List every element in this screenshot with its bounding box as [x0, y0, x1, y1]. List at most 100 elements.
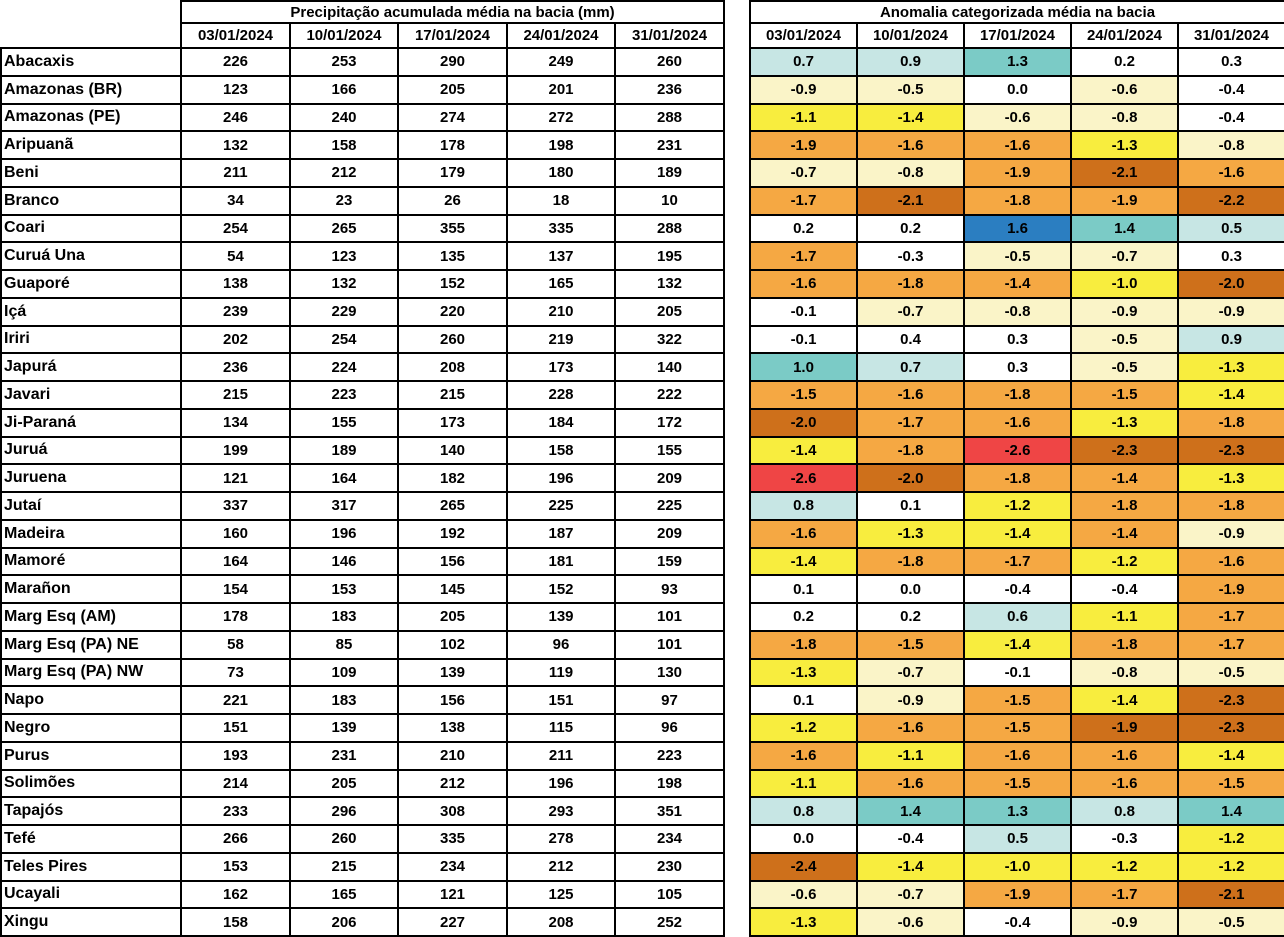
anomaly-value-cell: 0.5: [963, 824, 1072, 854]
anomaly-value-cell: -1.3: [1070, 407, 1179, 438]
table-row: Marañon 154 153 145 152 93: [0, 574, 726, 604]
anomaly-value-cell: -1.8: [963, 380, 1072, 410]
precip-value-cell: 102: [397, 629, 508, 660]
precip-value-cell: 139: [289, 713, 399, 743]
precip-value-cell: 178: [397, 130, 508, 160]
anomaly-date-row: 03/01/2024 10/01/2024 17/01/2024 24/01/2…: [749, 22, 1284, 49]
table-row: Guaporé 138 132 152 165 132: [0, 269, 726, 299]
anomaly-value-cell: 0.9: [856, 47, 965, 77]
precip-value-cell: 196: [506, 463, 616, 493]
table-row: -2.0 -1.7 -1.6 -1.3 -1.8: [749, 407, 1284, 438]
anomaly-value-cell: -0.7: [1070, 241, 1179, 271]
precip-value-cell: 58: [180, 629, 291, 660]
table-row: 0.1 0.0 -0.4 -0.4 -1.9: [749, 574, 1284, 604]
table-row: -1.3 -0.6 -0.4 -0.9 -0.5: [749, 907, 1284, 937]
anomaly-value-cell: -1.3: [749, 657, 858, 688]
precip-value-cell: 222: [613, 380, 726, 410]
table-row: 0.2 0.2 0.6 -1.1 -1.7: [749, 602, 1284, 632]
anomaly-value-cell: 1.3: [963, 796, 1072, 826]
precip-value-cell: 139: [506, 602, 616, 632]
column-header-date: 31/01/2024: [1177, 22, 1284, 49]
anomaly-value-cell: -1.1: [749, 102, 858, 133]
table-row: Purus 193 231 210 211 223: [0, 740, 726, 771]
precip-value-cell: 138: [397, 713, 508, 743]
precip-value-cell: 288: [613, 213, 726, 244]
anomaly-value-cell: -1.6: [1070, 768, 1179, 799]
anomaly-value-cell: -0.6: [963, 102, 1072, 133]
table-row: Branco 34 23 26 18 10: [0, 185, 726, 216]
precip-tbody: Abacaxis 226 253 290 249 260 Amazonas (BR) 123 1…: [0, 47, 726, 937]
anomaly-value-cell: -1.3: [1177, 463, 1284, 493]
precip-value-cell: 260: [397, 324, 508, 355]
anomaly-value-cell: 0.2: [856, 213, 965, 244]
basin-name: Amazonas (BR): [0, 74, 182, 105]
table-row: -0.9 -0.5 0.0 -0.6 -0.4: [749, 74, 1284, 105]
basin-name: Marañon: [0, 574, 182, 604]
basin-name: Juruá: [0, 435, 182, 466]
precip-value-cell: 97: [613, 685, 726, 715]
precip-value-cell: 290: [397, 47, 508, 77]
anomaly-table-title: Anomalia categorizada média na bacia: [749, 0, 1284, 24]
corner-spacer: [1, 1, 181, 48]
table-row: Marg Esq (PA) NE 58 85 102 96 101: [0, 629, 726, 660]
table-row: Içá 239 229 220 210 205: [0, 296, 726, 327]
basin-name: Amazonas (PE): [0, 102, 182, 133]
precip-value-cell: 223: [613, 740, 726, 771]
table-row: -1.5 -1.6 -1.8 -1.5 -1.4: [749, 380, 1284, 410]
basin-name: Mamoré: [0, 546, 182, 577]
precip-value-cell: 278: [506, 824, 616, 854]
table-row: -1.7 -0.3 -0.5 -0.7 0.3: [749, 241, 1284, 271]
table-row: -1.4 -1.8 -2.6 -2.3 -2.3: [749, 435, 1284, 466]
anomaly-value-cell: -1.9: [1177, 574, 1284, 604]
table-row: 0.1 -0.9 -1.5 -1.4 -2.3: [749, 685, 1284, 715]
anomaly-value-cell: -1.4: [749, 435, 858, 466]
precip-value-cell: 138: [180, 269, 291, 299]
table-row: Ji-Paraná 134 155 173 184 172: [0, 407, 726, 438]
anomaly-value-cell: -0.4: [1070, 574, 1179, 604]
column-header-date: 10/01/2024: [856, 22, 965, 49]
precip-value-cell: 254: [180, 213, 291, 244]
anomaly-value-cell: 0.2: [749, 213, 858, 244]
column-header-date: 03/01/2024: [749, 22, 858, 49]
anomaly-value-cell: -1.2: [1070, 546, 1179, 577]
basin-name: Japurá: [0, 352, 182, 382]
precipitation-title-row: Precipitação acumulada média na bacia (m…: [1, 0, 726, 48]
precip-value-cell: 73: [180, 657, 291, 688]
precip-value-cell: 230: [613, 851, 726, 882]
anomaly-value-cell: -1.5: [963, 685, 1072, 715]
anomaly-value-cell: 0.7: [749, 47, 858, 77]
anomaly-value-cell: -1.6: [856, 713, 965, 743]
anomaly-value-cell: -2.0: [856, 463, 965, 493]
precip-value-cell: 208: [506, 907, 616, 937]
anomaly-value-cell: -1.7: [1177, 602, 1284, 632]
table-row: Marg Esq (AM) 178 183 205 139 101: [0, 602, 726, 632]
table-row: 0.2 0.2 1.6 1.4 0.5: [749, 213, 1284, 244]
basin-name: Marg Esq (PA) NE: [0, 629, 182, 660]
column-header-date: 17/01/2024: [397, 22, 508, 49]
precip-value-cell: 209: [613, 518, 726, 549]
table-row: Tapajós 233 296 308 293 351: [0, 796, 726, 826]
precip-value-cell: 156: [397, 546, 508, 577]
precip-value-cell: 132: [180, 130, 291, 160]
anomaly-value-cell: -0.6: [749, 879, 858, 910]
anomaly-value-cell: -2.4: [749, 851, 858, 882]
table-row: Jutaí 337 317 265 225 225: [0, 491, 726, 521]
precipitation-date-row: 03/01/2024 10/01/2024 17/01/2024 24/01/2…: [1, 22, 726, 49]
precip-value-cell: 152: [506, 574, 616, 604]
precip-value-cell: 254: [289, 324, 399, 355]
anomaly-value-cell: -0.8: [963, 296, 1072, 327]
table-row: 0.0 -0.4 0.5 -0.3 -1.2: [749, 824, 1284, 854]
precip-value-cell: 224: [289, 352, 399, 382]
precip-value-cell: 96: [506, 629, 616, 660]
table-row: Aripuanã 132 158 178 198 231: [0, 130, 726, 160]
precip-value-cell: 208: [397, 352, 508, 382]
precip-value-cell: 164: [289, 463, 399, 493]
anomaly-value-cell: 0.3: [963, 324, 1072, 355]
table-row: -1.1 -1.6 -1.5 -1.6 -1.5: [749, 768, 1284, 799]
basin-name: Xingu: [0, 907, 182, 937]
anomaly-value-cell: -1.6: [856, 130, 965, 160]
precip-value-cell: 212: [289, 158, 399, 188]
precip-value-cell: 153: [180, 851, 291, 882]
table-row: Amazonas (PE) 246 240 274 272 288: [0, 102, 726, 133]
